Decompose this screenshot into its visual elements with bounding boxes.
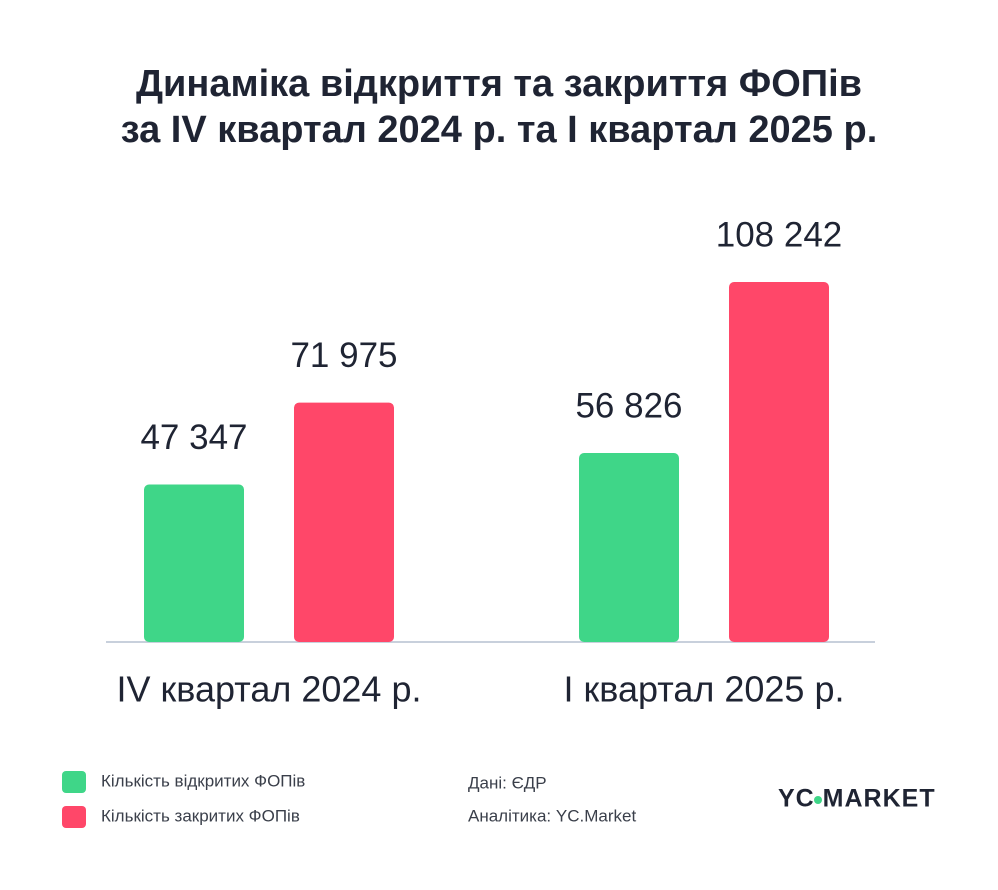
value-label: 108 242	[716, 215, 843, 254]
logo: YC MARKET	[778, 785, 936, 813]
source: Аналітика: YC.Market	[468, 806, 636, 825]
value-label: 56 826	[575, 386, 682, 425]
bar	[144, 484, 244, 642]
bar	[579, 453, 679, 642]
bar	[294, 402, 394, 642]
chart-title: Динаміка відкриття та закриття ФОПів	[136, 63, 862, 105]
logo-dot	[814, 796, 822, 804]
chart-title: за IV квартал 2024 р. та I квартал 2025 …	[121, 109, 878, 151]
legend-swatch	[62, 771, 86, 793]
legend-label: Кількість відкритих ФОПів	[101, 771, 305, 790]
legend-swatch	[62, 806, 86, 828]
legend-label: Кількість закритих ФОПів	[101, 806, 300, 825]
x-tick-label: I квартал 2025 р.	[564, 669, 845, 710]
value-label: 47 347	[140, 418, 247, 457]
source: Дані: ЄДР	[468, 773, 547, 792]
bar	[729, 282, 829, 642]
value-label: 71 975	[290, 336, 397, 375]
x-tick-label: IV квартал 2024 р.	[117, 669, 422, 710]
